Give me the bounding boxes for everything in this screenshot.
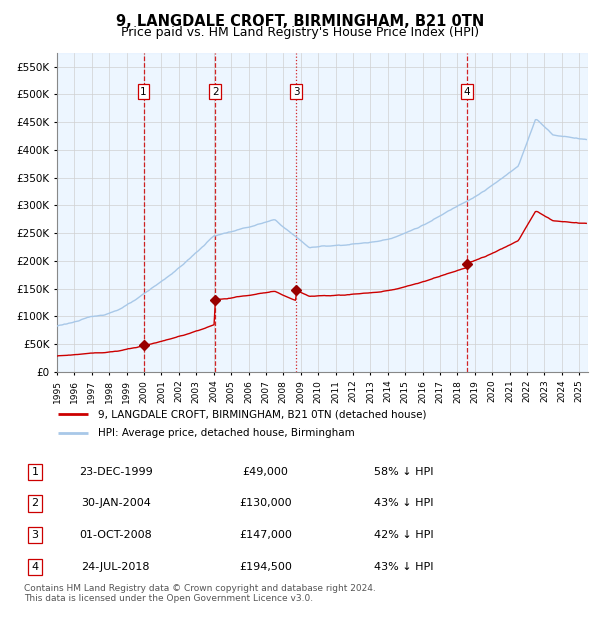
Text: HPI: Average price, detached house, Birmingham: HPI: Average price, detached house, Birm…	[98, 428, 355, 438]
Text: 3: 3	[293, 87, 299, 97]
Text: 43% ↓ HPI: 43% ↓ HPI	[374, 562, 433, 572]
Text: 4: 4	[464, 87, 470, 97]
Text: 24-JUL-2018: 24-JUL-2018	[82, 562, 150, 572]
Text: £49,000: £49,000	[242, 467, 289, 477]
Text: 01-OCT-2008: 01-OCT-2008	[79, 530, 152, 540]
Text: 43% ↓ HPI: 43% ↓ HPI	[374, 498, 433, 508]
Text: 2: 2	[31, 498, 38, 508]
Text: 4: 4	[31, 562, 38, 572]
Bar	[57, 53, 588, 372]
Text: 9, LANGDALE CROFT, BIRMINGHAM, B21 0TN (detached house): 9, LANGDALE CROFT, BIRMINGHAM, B21 0TN (…	[98, 409, 427, 419]
Text: Price paid vs. HM Land Registry's House Price Index (HPI): Price paid vs. HM Land Registry's House …	[121, 26, 479, 39]
Text: Contains HM Land Registry data © Crown copyright and database right 2024.
This d: Contains HM Land Registry data © Crown c…	[24, 584, 376, 603]
Text: £194,500: £194,500	[239, 562, 292, 572]
Text: 30-JAN-2004: 30-JAN-2004	[81, 498, 151, 508]
Text: 58% ↓ HPI: 58% ↓ HPI	[374, 467, 433, 477]
Text: £147,000: £147,000	[239, 530, 292, 540]
Text: 2: 2	[212, 87, 218, 97]
Text: £130,000: £130,000	[239, 498, 292, 508]
Text: 23-DEC-1999: 23-DEC-1999	[79, 467, 152, 477]
Text: 3: 3	[32, 530, 38, 540]
Text: 1: 1	[140, 87, 147, 97]
Text: 42% ↓ HPI: 42% ↓ HPI	[374, 530, 433, 540]
Text: 1: 1	[32, 467, 38, 477]
Text: 9, LANGDALE CROFT, BIRMINGHAM, B21 0TN: 9, LANGDALE CROFT, BIRMINGHAM, B21 0TN	[116, 14, 484, 29]
